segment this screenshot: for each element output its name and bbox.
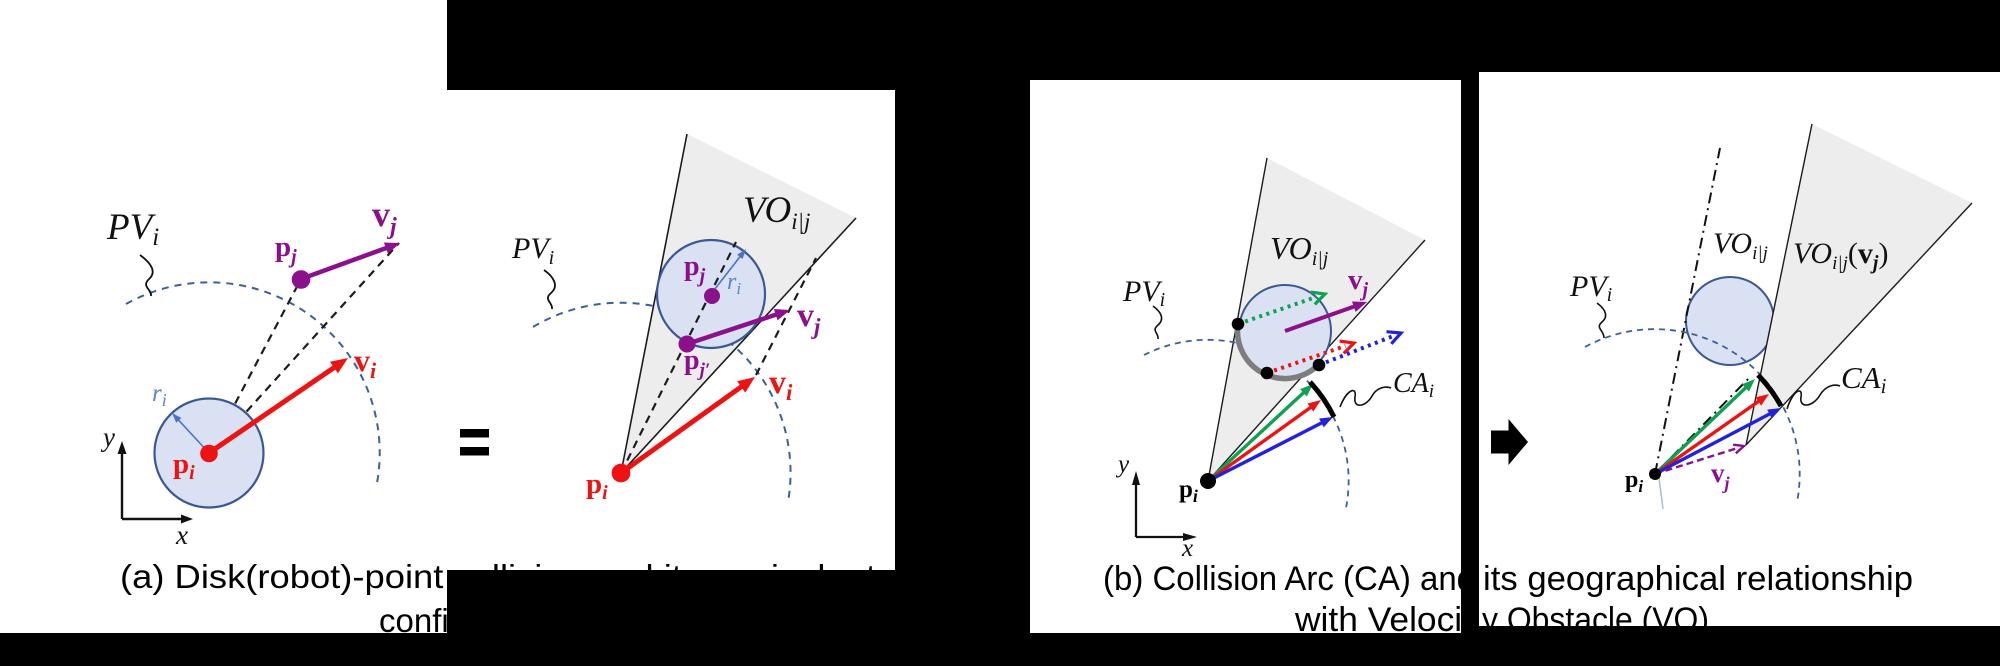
svg-text:VOi|j: VOi|j	[743, 190, 810, 234]
svg-text:PVi: PVi	[1122, 275, 1165, 311]
svg-text:its geographical relationship: its geographical relationship	[1483, 560, 1913, 598]
svg-text:pi: pi	[1179, 476, 1198, 506]
svg-text:x: x	[175, 520, 188, 550]
svg-text:vj: vj	[1711, 458, 1731, 493]
svg-text:y: y	[1115, 451, 1130, 478]
svg-text:VOi|j(vj): VOi|j(vj)	[1793, 237, 1888, 274]
svg-text:CAi: CAi	[1841, 360, 1887, 398]
svg-text:pj: pj	[684, 251, 706, 287]
svg-text:CAi: CAi	[1393, 368, 1434, 402]
svg-text:vj: vj	[372, 194, 397, 240]
svg-text:x: x	[1181, 535, 1193, 562]
svg-text:VOi|j: VOi|j	[1713, 227, 1768, 264]
svg-text:PVi: PVi	[106, 207, 159, 251]
svg-text:ri: ri	[727, 269, 741, 298]
svg-text:VOi|j: VOi|j	[1270, 230, 1329, 270]
svg-text:y Obstacle (VO): y Obstacle (VO)	[1482, 601, 1709, 639]
svg-text:pj: pj	[275, 231, 297, 268]
svg-text:vi: vi	[354, 342, 377, 383]
svg-text:pi: pi	[173, 448, 195, 484]
svg-text:PVi: PVi	[1569, 270, 1612, 306]
svg-text:vj: vj	[1348, 264, 1369, 301]
svg-text:vi: vi	[769, 364, 793, 405]
svg-text:PVi: PVi	[511, 232, 554, 269]
svg-text:pi: pi	[586, 468, 608, 504]
svg-text:pi: pi	[1625, 467, 1643, 496]
svg-text:(b) Collision Arc (CA) and: (b) Collision Arc (CA) and	[1103, 560, 1475, 598]
svg-text:pj′: pj′	[684, 345, 710, 381]
svg-text:vj: vj	[797, 297, 821, 339]
svg-text:with Velocit: with Velocit	[1294, 601, 1473, 639]
svg-text:y: y	[100, 422, 115, 452]
svg-text:ri: ri	[152, 380, 167, 410]
